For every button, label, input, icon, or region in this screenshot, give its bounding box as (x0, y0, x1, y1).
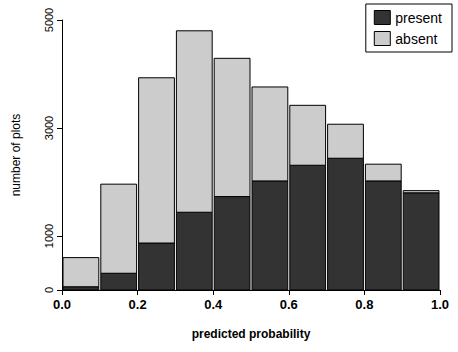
svg-text:0.8: 0.8 (355, 297, 373, 312)
svg-text:present: present (395, 10, 442, 26)
svg-text:0.6: 0.6 (280, 297, 298, 312)
svg-text:number of plots: number of plots (9, 114, 23, 197)
svg-text:3000: 3000 (43, 116, 55, 140)
svg-text:0.2: 0.2 (129, 297, 147, 312)
svg-text:0.4: 0.4 (204, 297, 223, 312)
svg-text:0.0: 0.0 (53, 297, 71, 312)
svg-text:absent: absent (395, 31, 437, 47)
svg-text:0: 0 (43, 287, 55, 293)
svg-text:5000: 5000 (43, 8, 55, 32)
svg-text:1000: 1000 (43, 224, 55, 248)
svg-text:predicted probability: predicted probability (192, 327, 311, 341)
svg-text:1.0: 1.0 (431, 297, 449, 312)
